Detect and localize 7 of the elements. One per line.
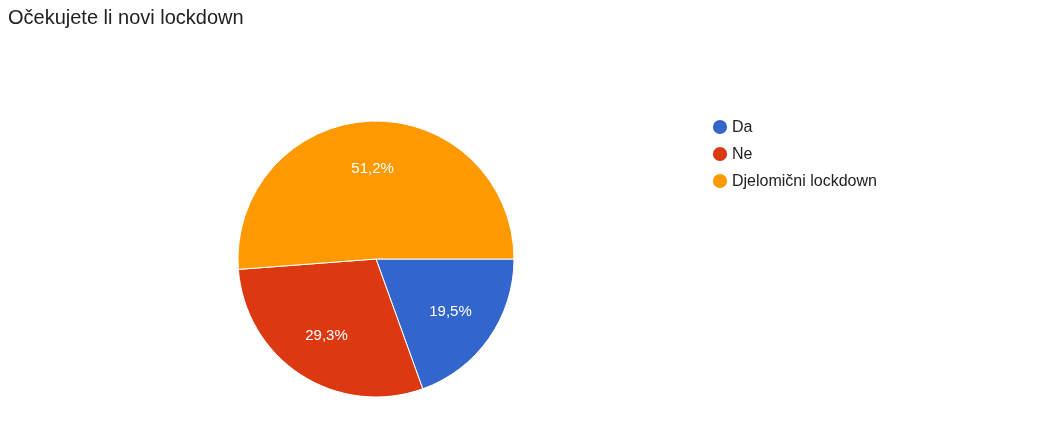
chart-title: Očekujete li novi lockdown	[8, 6, 244, 28]
legend-label: Ne	[732, 145, 753, 162]
data-label: 29,3%	[305, 326, 348, 344]
data-label: 51,2%	[351, 158, 394, 176]
data-label: 19,5%	[429, 302, 472, 320]
legend-label: Da	[732, 118, 753, 135]
legend-label: Djelomični lockdown	[732, 172, 877, 189]
